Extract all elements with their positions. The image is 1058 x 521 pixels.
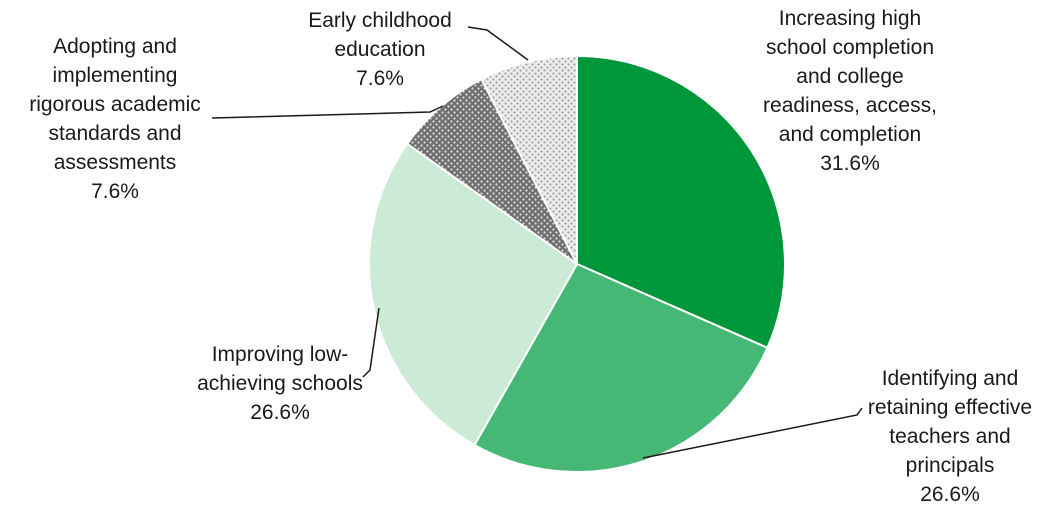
slice-label-line: principals (905, 454, 995, 477)
pie-slice-3 (368, 142, 579, 447)
slice-value-label: 31.6% (820, 152, 880, 175)
leader-line-4 (211, 105, 444, 119)
leader-lines (211, 26, 863, 459)
slice-value-label: 26.6% (920, 483, 980, 506)
slice-value-label: 7.6% (356, 67, 404, 90)
slice-label-line: Increasing high (778, 7, 922, 30)
slice-label-5: Early childhood education 7.6% (270, 6, 490, 93)
slice-label-line: and college (796, 65, 904, 88)
leader-line-3 (362, 307, 380, 378)
slice-label-line: Early childhood (308, 9, 452, 32)
slice-label-2: Identifying and retaining effective teache… (840, 364, 1058, 509)
slice-label-1: Increasing high school completion and coll… (700, 4, 1000, 178)
slice-label-line: retaining effective (867, 396, 1033, 419)
slice-label-line: school completion (765, 36, 935, 59)
pie-slice-1 (576, 54, 786, 350)
slice-value-label: 26.6% (250, 401, 310, 424)
slice-label-line: standards and (48, 122, 182, 145)
leader-line-2 (642, 407, 863, 459)
slice-label-line: and completion (778, 123, 922, 146)
slice-label-line: teachers and (889, 425, 1011, 448)
slice-label-4: Adopting and implementing rigorous academi… (0, 32, 230, 206)
slice-label-line: Identifying and (881, 367, 1019, 390)
slice-label-line: Adopting and (53, 35, 177, 58)
slice-label-line: rigorous academic (29, 93, 201, 116)
slice-label-line: assessments (53, 151, 177, 174)
slice-label-line: achieving schools (197, 372, 363, 395)
leader-line-5 (467, 26, 529, 61)
slice-label-line: implementing (52, 64, 178, 87)
slice-value-label: 7.6% (91, 180, 139, 203)
slice-label-line: education (334, 38, 426, 61)
slice-label-line: readiness, access, (763, 94, 937, 117)
pie-slice-5 (480, 54, 578, 265)
slice-label-line: Improving low- (211, 343, 349, 366)
slice-label-3: Improving low-achieving schools 26.6% (160, 340, 400, 427)
pie-slices (368, 54, 786, 473)
